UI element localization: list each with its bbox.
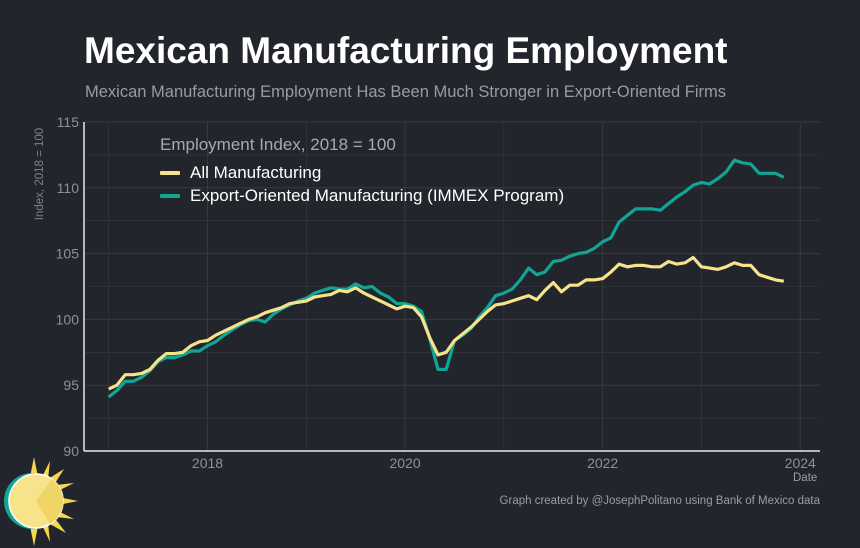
series-line-export-oriented bbox=[107, 158, 785, 399]
x-axis-label: Date bbox=[793, 472, 818, 484]
legend-swatch bbox=[160, 194, 180, 198]
y-tick-label: 110 bbox=[57, 180, 80, 196]
sun-logo-icon bbox=[4, 457, 78, 546]
y-axis-label: Index, 2018 = 100 bbox=[34, 127, 46, 221]
chart-subtitle: Mexican Manufacturing Employment Has Bee… bbox=[85, 83, 727, 101]
legend-title: Employment Index, 2018 = 100 bbox=[160, 135, 396, 154]
x-tick-label: 2020 bbox=[389, 455, 420, 471]
series-line-all-manufacturing bbox=[108, 255, 785, 391]
x-tick-label: 2018 bbox=[192, 455, 223, 471]
y-tick-label: 90 bbox=[63, 443, 79, 459]
x-tick-label: 2022 bbox=[587, 455, 618, 471]
chart-title: Mexican Manufacturing Employment bbox=[84, 30, 728, 71]
legend-item-all-manufacturing: All Manufacturing bbox=[160, 163, 321, 183]
x-tick-label: 2024 bbox=[785, 455, 816, 471]
y-tick-label: 95 bbox=[63, 377, 79, 393]
y-tick-label: 115 bbox=[57, 114, 80, 130]
legend-label: All Manufacturing bbox=[190, 163, 322, 182]
legend-label: Export-Oriented Manufacturing (IMMEX Pro… bbox=[190, 186, 565, 205]
legend-swatch bbox=[160, 171, 180, 175]
source-credit: Graph created by @JosephPolitano using B… bbox=[499, 495, 820, 507]
legend-item-export-oriented: Export-Oriented Manufacturing (IMMEX Pro… bbox=[160, 186, 564, 206]
y-tick-label: 100 bbox=[56, 311, 80, 327]
y-tick-label: 105 bbox=[56, 246, 80, 262]
